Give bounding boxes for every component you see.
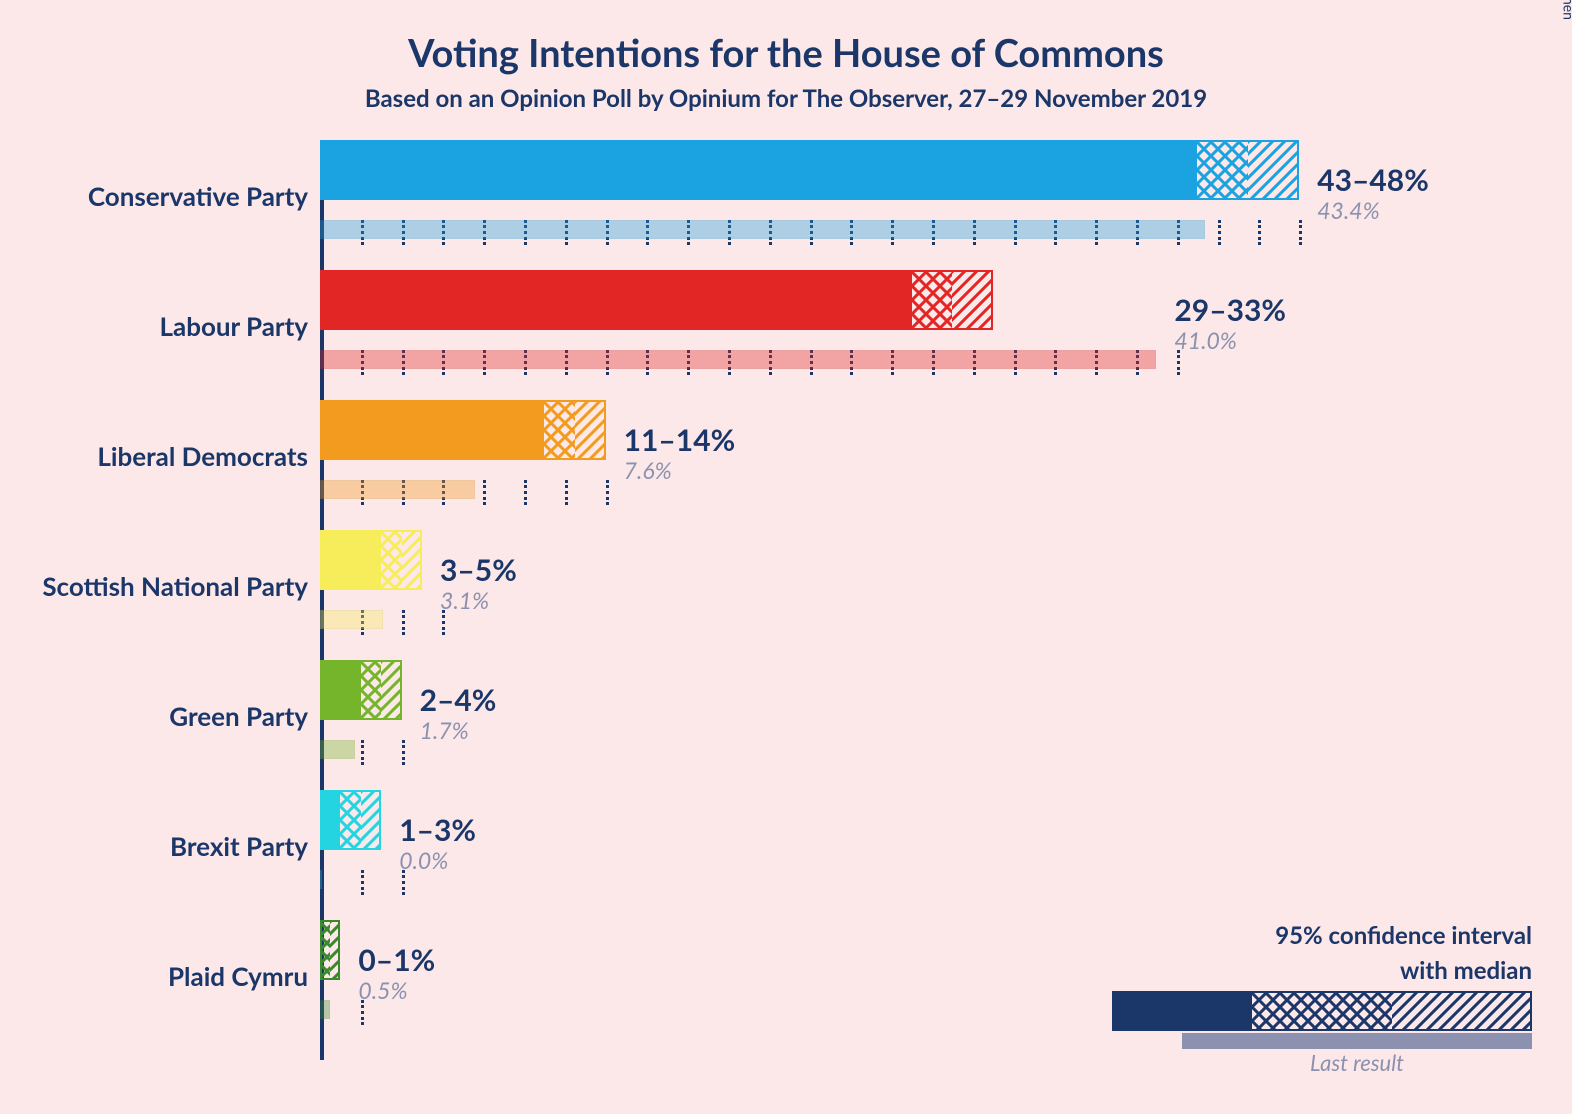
legend: 95% confidence interval with median Last…: [1092, 921, 1532, 1076]
legend-seg-diag: [1392, 991, 1532, 1031]
bar-crosshatch: [320, 920, 330, 980]
gridline: [606, 480, 609, 505]
value-range: 2–4%: [420, 682, 497, 718]
bar-diag: [575, 400, 606, 460]
gridline: [1258, 220, 1261, 245]
party-label: Brexit Party: [170, 830, 308, 862]
chart-title: Voting Intentions for the House of Commo…: [0, 0, 1572, 76]
bar-last-result: [320, 350, 1156, 369]
bar-last-result: [320, 610, 383, 629]
bar-solid: [320, 790, 340, 850]
bar-diag: [330, 920, 340, 980]
gridline: [1218, 220, 1221, 245]
bar-solid: [320, 660, 361, 720]
gridline: [361, 870, 364, 895]
gridline: [483, 480, 486, 505]
bar-diag: [952, 270, 993, 330]
value-last: 0.5%: [358, 976, 407, 1004]
value-last: 3.1%: [440, 586, 489, 614]
value-range: 11–14%: [624, 422, 736, 458]
party-row: Conservative Party43–48%43.4%: [320, 140, 1520, 270]
legend-seg-solid: [1112, 991, 1252, 1031]
bar-crosshatch: [381, 530, 401, 590]
gridline: [361, 740, 364, 765]
bar-diag: [1248, 140, 1299, 200]
party-label: Labour Party: [160, 310, 309, 342]
party-row: Green Party2–4%1.7%: [320, 660, 1520, 790]
value-range: 1–3%: [399, 812, 476, 848]
bar-solid: [320, 400, 544, 460]
bar-diag: [402, 530, 422, 590]
bar-solid: [320, 530, 381, 590]
value-last: 7.6%: [624, 456, 672, 484]
party-row: Liberal Democrats11–14%7.6%: [320, 400, 1520, 530]
gridline: [402, 740, 405, 765]
gridline: [565, 480, 568, 505]
party-label: Scottish National Party: [42, 570, 308, 602]
bar-diag: [361, 790, 381, 850]
party-row: Brexit Party1–3%0.0%: [320, 790, 1520, 920]
party-label: Plaid Cymru: [168, 960, 308, 992]
gridline: [402, 610, 405, 635]
party-label: Liberal Democrats: [97, 440, 308, 472]
party-label: Green Party: [169, 700, 308, 732]
bar-last-result: [320, 870, 322, 889]
bar-crosshatch: [340, 790, 360, 850]
party-row: Scottish National Party3–5%3.1%: [320, 530, 1520, 660]
value-last: 1.7%: [420, 716, 469, 744]
copyright-text: © 2019 Filip van Laenen: [1560, 0, 1572, 20]
bar-last-result: [320, 480, 475, 499]
legend-last-bar: [1182, 1033, 1532, 1049]
value-range: 29–33%: [1174, 292, 1286, 328]
bar-last-result: [320, 220, 1205, 239]
bar-crosshatch: [361, 660, 381, 720]
legend-seg-cross: [1252, 991, 1392, 1031]
legend-title-line1: 95% confidence interval: [1092, 921, 1532, 950]
bar-solid: [320, 270, 912, 330]
bar-crosshatch: [912, 270, 953, 330]
gridline: [1299, 220, 1302, 245]
party-row: Labour Party29–33%41.0%: [320, 270, 1520, 400]
value-last: 0.0%: [399, 846, 448, 874]
legend-title-line2: with median: [1092, 956, 1532, 985]
value-range: 43–48%: [1317, 162, 1429, 198]
chart-subtitle: Based on an Opinion Poll by Opinium for …: [0, 76, 1572, 113]
bar-crosshatch: [544, 400, 575, 460]
legend-last-label: Last result: [1182, 1049, 1532, 1076]
party-label: Conservative Party: [88, 180, 308, 212]
bar-last-result: [320, 740, 355, 759]
bar-solid: [320, 140, 1197, 200]
value-range: 0–1%: [358, 942, 435, 978]
value-range: 3–5%: [440, 552, 517, 588]
bar-diag: [381, 660, 401, 720]
bar-crosshatch: [1197, 140, 1248, 200]
value-last: 41.0%: [1174, 326, 1237, 354]
gridline: [524, 480, 527, 505]
legend-bar: [1112, 991, 1532, 1031]
value-last: 43.4%: [1317, 196, 1380, 224]
bar-last-result: [320, 1000, 330, 1019]
